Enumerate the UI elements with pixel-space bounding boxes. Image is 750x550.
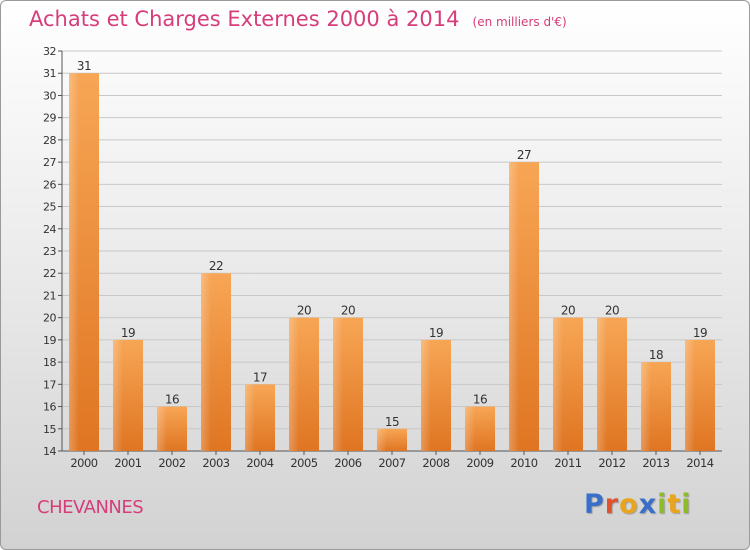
x-tick-label: 2004 [246, 456, 273, 470]
data-label: 27 [517, 148, 531, 162]
y-tick-label: 16 [43, 401, 56, 414]
chart-subtitle: (en milliers d'€) [472, 15, 567, 29]
data-label: 19 [121, 326, 135, 340]
bar-highlight [685, 339, 695, 451]
logo-letter: x [638, 489, 658, 520]
y-tick-label: 18 [43, 356, 56, 369]
logo-letter: i [681, 489, 692, 520]
bar-highlight [465, 406, 475, 451]
data-label: 17 [253, 370, 267, 384]
data-label: 19 [693, 326, 707, 340]
x-tick-label: 2011 [554, 456, 581, 470]
y-tick-label: 32 [43, 45, 56, 58]
y-tick-label: 27 [43, 156, 56, 169]
bar-highlight [553, 317, 563, 451]
bar-highlight [421, 339, 431, 451]
proxiti-logo: Proxiti [584, 489, 692, 520]
data-label: 16 [165, 393, 179, 407]
bar-highlight [333, 317, 343, 451]
x-tick-label: 2009 [466, 456, 493, 470]
bar-highlight [201, 273, 211, 451]
logo-letter: r [604, 489, 620, 520]
y-tick-label: 26 [43, 178, 56, 191]
logo-letter: t [667, 489, 682, 520]
bar-highlight [377, 428, 387, 451]
data-label: 20 [605, 304, 619, 318]
x-tick-label: 2014 [686, 456, 713, 470]
x-tick-label: 2000 [70, 456, 97, 470]
y-tick-label: 15 [43, 423, 56, 436]
y-tick-label: 24 [43, 223, 56, 236]
data-label: 31 [77, 59, 91, 73]
y-tick-label: 25 [43, 201, 56, 214]
bar-highlight [113, 339, 123, 451]
x-tick-label: 2012 [598, 456, 625, 470]
logo-letter: o [619, 489, 639, 520]
data-label: 20 [341, 304, 355, 318]
y-tick-label: 19 [43, 334, 56, 347]
data-label: 22 [209, 259, 223, 273]
data-label: 19 [429, 326, 443, 340]
x-tick-label: 2008 [422, 456, 449, 470]
bar-highlight [157, 406, 167, 451]
y-tick-label: 31 [43, 67, 56, 80]
x-tick-label: 2005 [290, 456, 317, 470]
y-tick-label: 30 [43, 89, 56, 102]
logo-letter: P [584, 489, 605, 520]
x-tick-label: 2006 [334, 456, 361, 470]
chart-title: Achats et Charges Externes 2000 à 2014 [29, 7, 460, 31]
data-label: 16 [473, 393, 487, 407]
y-tick-label: 14 [43, 445, 56, 458]
x-tick-label: 2007 [378, 456, 405, 470]
y-tick-label: 28 [43, 134, 56, 147]
bar-highlight [289, 317, 299, 451]
x-tick-label: 2001 [114, 456, 141, 470]
y-tick-label: 21 [43, 289, 56, 302]
data-label: 18 [649, 348, 663, 362]
data-label: 20 [561, 304, 575, 318]
data-label: 15 [385, 415, 399, 429]
x-tick-label: 2003 [202, 456, 229, 470]
y-tick-label: 22 [43, 267, 56, 280]
y-tick-label: 17 [43, 378, 56, 391]
bar-highlight [245, 384, 255, 451]
bar-highlight [69, 73, 79, 451]
x-tick-label: 2002 [158, 456, 185, 470]
x-tick-label: 2010 [510, 456, 537, 470]
chart-title-block: Achats et Charges Externes 2000 à 2014 (… [29, 7, 567, 31]
y-tick-label: 29 [43, 112, 56, 125]
y-tick-label: 23 [43, 245, 56, 258]
y-tick-label: 20 [43, 312, 56, 325]
bar-highlight [641, 362, 651, 451]
town-name: CHEVANNES [37, 497, 144, 518]
logo-letter: i [657, 489, 668, 520]
bar-highlight [509, 162, 519, 451]
data-label: 20 [297, 304, 311, 318]
x-tick-label: 2013 [642, 456, 669, 470]
bar-highlight [597, 317, 607, 451]
